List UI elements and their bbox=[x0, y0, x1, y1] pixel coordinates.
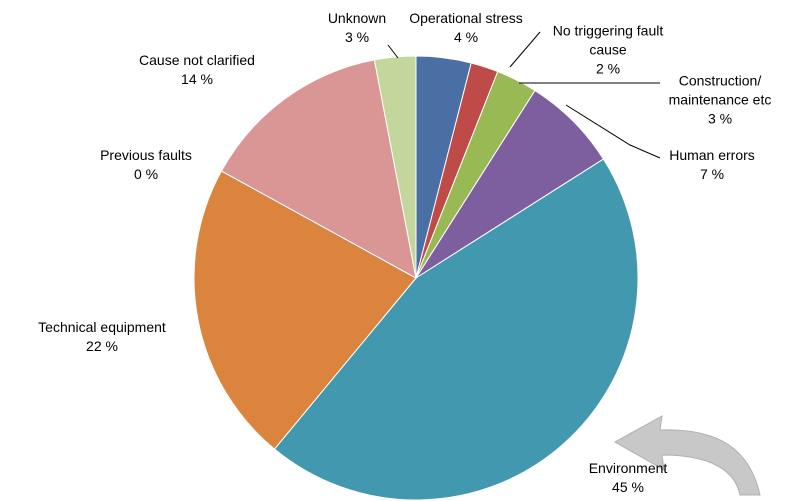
slice-value: 3 % bbox=[707, 110, 733, 127]
slice bbox=[193, 170, 417, 450]
arrow bbox=[613, 415, 761, 496]
slice-label: Human errors 7 % bbox=[647, 146, 777, 184]
arrow-decoration bbox=[613, 415, 761, 496]
slice-value: 4 % bbox=[453, 29, 479, 45]
slice-value: 2 % bbox=[595, 60, 621, 77]
slice-label: Unknown 3 % bbox=[307, 9, 407, 47]
slice-value: 3 % bbox=[344, 29, 370, 45]
slice-label: Technical equipment 22 % bbox=[12, 318, 192, 356]
leader-line bbox=[565, 104, 661, 159]
slice-name: Construction/ maintenance etc bbox=[668, 72, 772, 108]
slice-label: Cause not clarified 14 % bbox=[107, 51, 287, 89]
slice-value: 0 % bbox=[133, 166, 159, 182]
slice-value: 22 % bbox=[86, 338, 118, 354]
leader-lines bbox=[387, 31, 661, 159]
slice-value: 14 % bbox=[181, 71, 213, 87]
slice-name: No triggering fault cause bbox=[552, 22, 664, 58]
slice-label: Previous faults 0 % bbox=[66, 146, 226, 184]
slice-name: Operational stress bbox=[409, 10, 523, 26]
slice-name: Unknown bbox=[327, 10, 387, 26]
slice-name: Human errors bbox=[669, 147, 755, 163]
leader-line bbox=[387, 44, 399, 59]
slice-label: Operational stress 4 % bbox=[391, 9, 541, 47]
slice-name: Technical equipment bbox=[38, 319, 166, 335]
slice-value: 7 % bbox=[699, 166, 725, 182]
slice bbox=[220, 59, 417, 279]
slice bbox=[273, 158, 639, 501]
leader-line bbox=[509, 31, 541, 68]
slice-label: No triggering fault cause 2 % bbox=[533, 22, 683, 79]
slice-name: Environment bbox=[588, 460, 668, 476]
slice-label: Construction/ maintenance etc 3 % bbox=[650, 72, 789, 129]
slice-label: Environment 45 % bbox=[558, 459, 698, 497]
slice-name: Previous faults bbox=[100, 147, 192, 163]
slice-value: 45 % bbox=[612, 479, 644, 495]
slices bbox=[193, 55, 639, 501]
slice-name: Cause not clarified bbox=[139, 52, 255, 68]
slice bbox=[373, 55, 417, 279]
